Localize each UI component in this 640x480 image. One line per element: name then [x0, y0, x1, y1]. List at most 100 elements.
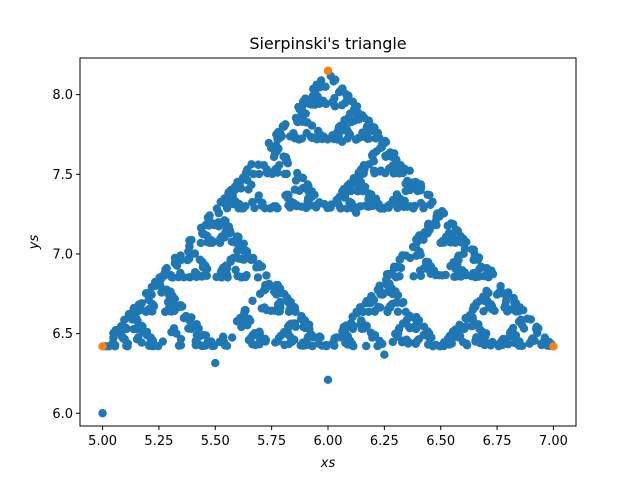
scatter-point-series-1 [204, 214, 213, 224]
scatter-point-series-1 [389, 289, 399, 298]
scatter-point-series-1 [337, 84, 347, 94]
scatter-point-series-1 [367, 190, 376, 199]
scatter-point-series-1 [254, 169, 264, 179]
scatter-point-series-1 [359, 324, 369, 333]
scatter-point-series-1 [233, 245, 243, 255]
scatter-point-series-1 [329, 99, 338, 108]
scatter-point-series-1 [283, 193, 292, 203]
scatter-point-series-1 [390, 166, 400, 175]
scatter-point-series-1 [345, 197, 354, 206]
scatter-point-series-1 [379, 139, 388, 148]
scatter-point-series-1 [424, 219, 433, 229]
scatter-point-series-1 [224, 229, 233, 238]
scatter-point-series-1 [242, 271, 251, 280]
scatter-point-series-1 [145, 339, 154, 349]
scatter-point-series-1 [199, 341, 209, 350]
scatter-point-series-1 [140, 326, 149, 336]
scatter-point-series-1 [238, 316, 247, 325]
scatter-point-series-1 [340, 98, 350, 108]
scatter-point-series-2 [323, 66, 333, 75]
scatter-point-series-1 [242, 247, 252, 256]
scatter-point-series-1 [474, 272, 483, 281]
scatter-point-series-1 [176, 268, 185, 278]
scatter-point-series-1 [503, 305, 512, 314]
scatter-point-series-1 [129, 303, 139, 313]
scatter-point-series-2 [549, 342, 558, 351]
scatter-point-series-1 [441, 270, 450, 280]
scatter-point-series-1 [239, 239, 248, 248]
x-tick-label: 5.75 [257, 434, 286, 449]
scatter-point-series-1 [213, 220, 223, 230]
scatter-point-series-1 [451, 225, 460, 234]
scatter-point-series-1 [428, 197, 437, 207]
scatter-point-series-1 [475, 338, 485, 348]
scatter-point-series-1 [308, 341, 317, 351]
scatter-point-series-1 [236, 254, 246, 264]
scatter-point-series-1 [192, 319, 201, 329]
scatter-point-series-1 [174, 341, 184, 350]
scatter-point-series-1 [434, 270, 444, 280]
scatter-point-series-1 [404, 322, 414, 332]
scatter-point-series-1 [343, 332, 353, 341]
scatter-point-series-1 [315, 99, 324, 109]
scatter-point-series-1 [419, 204, 428, 213]
scatter-point-series-1 [347, 186, 356, 196]
scatter-point-series-1 [467, 245, 477, 254]
scatter-point-series-1 [510, 338, 519, 348]
scatter-point-series-1 [395, 272, 404, 281]
scatter-point-series-1 [375, 133, 384, 142]
scatter-point-series-1 [523, 314, 532, 323]
scatter-point-series-1 [459, 324, 469, 334]
scatter-point-series-1 [198, 229, 207, 239]
scatter-point-series-1 [364, 134, 374, 143]
scatter-point-series-1 [251, 340, 260, 350]
scatter-point-series-1 [333, 199, 343, 208]
scatter-point-series-1 [300, 316, 310, 325]
scatter-point-series-1 [481, 338, 491, 348]
scatter-point-series-1 [378, 339, 387, 349]
scatter-point-series-1 [170, 294, 179, 304]
scatter-point-series-1 [375, 167, 384, 176]
scatter-point-series-1 [387, 152, 396, 161]
scatter-point-series-1 [211, 358, 220, 368]
scatter-point-series-1 [359, 169, 368, 178]
scatter-point-series-1 [384, 281, 393, 290]
scatter-point-series-1 [246, 335, 255, 345]
scatter-point-series-1 [164, 290, 173, 299]
scatter-point-series-1 [170, 306, 179, 315]
scatter-point-series-1 [330, 75, 340, 85]
scatter-point-series-1 [317, 134, 327, 144]
scatter-point-series-1 [393, 298, 402, 307]
scatter-point-series-1 [222, 270, 232, 279]
scatter-point-series-1 [222, 341, 232, 351]
scatter-point-series-1 [305, 324, 314, 334]
y-tick-label: 6.0 [52, 407, 73, 422]
scatter-point-series-1 [358, 128, 367, 137]
scatter-point-series-1 [421, 257, 431, 267]
scatter-point-series-1 [255, 331, 264, 340]
scatter-point-series-1 [137, 299, 146, 308]
scatter-point-series-1 [338, 326, 347, 336]
scatter-point-series-1 [274, 127, 283, 137]
scatter-point-series-1 [395, 255, 404, 264]
scatter-point-series-1 [454, 255, 463, 265]
x-tick-label: 5.25 [144, 434, 173, 449]
scatter-point-series-1 [329, 340, 338, 349]
scatter-point-series-1 [366, 328, 376, 337]
y-axis-label: ys [27, 235, 42, 251]
scatter-point-series-1 [214, 208, 223, 218]
scatter-point-series-1 [250, 203, 259, 213]
scatter-point-series-1 [406, 202, 415, 211]
x-axis-label: xs [320, 456, 336, 471]
scatter-point-series-1 [527, 335, 537, 344]
scatter-point-series-1 [273, 204, 282, 213]
x-tick-label: 6.00 [314, 434, 343, 449]
scatter-point-series-1 [316, 333, 325, 342]
scatter-point-series-1 [347, 341, 356, 350]
scatter-point-series-1 [141, 289, 151, 298]
scatter-point-series-1 [419, 235, 428, 244]
scatter-point-series-1 [241, 168, 251, 178]
scatter-point-series-1 [393, 329, 403, 338]
scatter-point-series-1 [282, 169, 291, 179]
scatter-point-series-1 [98, 409, 107, 418]
